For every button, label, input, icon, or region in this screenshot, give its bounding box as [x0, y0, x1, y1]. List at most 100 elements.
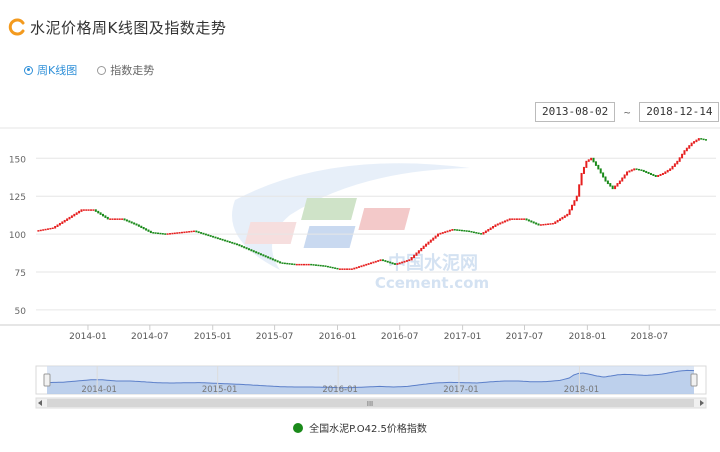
candle	[104, 215, 107, 218]
candle	[90, 209, 93, 211]
candle	[487, 229, 490, 232]
candle	[374, 260, 377, 263]
candle	[537, 223, 540, 226]
navigator-tick-label: 2016-01	[322, 385, 358, 395]
watermark-cn: 中国水泥网	[388, 252, 478, 274]
candle	[477, 232, 480, 235]
candle	[245, 247, 248, 250]
candle	[188, 231, 191, 233]
candle	[288, 263, 291, 265]
candle	[358, 266, 361, 268]
navigator-handle-left[interactable]	[43, 373, 51, 387]
radio-unselected-icon	[97, 65, 107, 75]
scroll-right-arrow-icon[interactable]	[700, 400, 704, 406]
candle	[647, 171, 650, 174]
date-range: 2013-08-02 ~ 2018-12-14	[535, 102, 720, 122]
candle	[525, 218, 528, 221]
candle	[164, 233, 167, 235]
navigator-line	[46, 369, 695, 389]
candle	[444, 231, 447, 234]
candle	[326, 265, 329, 268]
candle	[240, 245, 243, 248]
candle	[125, 219, 128, 222]
candle	[681, 153, 684, 159]
y-tick-label: 50	[15, 307, 27, 317]
candle	[221, 238, 224, 241]
candle	[183, 231, 186, 234]
watermark-tile	[301, 198, 357, 220]
candle	[470, 231, 473, 233]
candle	[566, 213, 569, 217]
candle	[518, 218, 521, 220]
navigator-handle-right[interactable]	[690, 373, 698, 387]
end-date-input[interactable]: 2018-12-14	[639, 102, 720, 122]
candle	[334, 267, 337, 269]
candle	[319, 264, 322, 267]
candle	[520, 218, 523, 220]
candle	[621, 177, 624, 182]
candle	[496, 223, 499, 226]
candle	[281, 262, 284, 264]
candle	[494, 224, 497, 227]
candle	[587, 159, 590, 162]
candle	[154, 232, 157, 234]
candle	[322, 265, 325, 267]
candle	[207, 234, 210, 237]
candle	[597, 164, 600, 170]
candle	[147, 229, 150, 232]
legend-marker	[293, 422, 304, 433]
candle	[295, 263, 298, 266]
candle	[372, 261, 375, 264]
candle	[56, 224, 59, 227]
scrollbar-grip-icon: III	[367, 400, 373, 408]
candle	[705, 139, 707, 141]
candle	[415, 252, 418, 256]
candle	[350, 268, 353, 270]
candle	[549, 223, 552, 225]
candle	[389, 261, 392, 264]
candle	[370, 262, 372, 265]
candle	[571, 204, 573, 211]
candle	[80, 209, 83, 212]
candle	[257, 252, 260, 255]
candle	[173, 232, 176, 235]
tab-index-trend[interactable]: 指数走势	[97, 62, 154, 78]
candle	[317, 264, 320, 267]
candle	[398, 262, 401, 265]
candle	[683, 150, 686, 155]
candle	[87, 209, 90, 211]
candle	[262, 254, 265, 257]
candle	[135, 223, 138, 226]
candle	[152, 232, 155, 234]
tab-index-trend-label: 指数走势	[110, 64, 155, 77]
start-date-input[interactable]: 2013-08-02	[535, 102, 616, 122]
candle	[286, 262, 289, 265]
candle	[149, 230, 152, 234]
candle	[700, 138, 703, 140]
scroll-left-arrow-icon[interactable]	[38, 400, 42, 406]
candle	[303, 263, 305, 266]
candle	[695, 139, 698, 143]
candle	[279, 261, 282, 264]
candle	[618, 180, 621, 185]
candle	[609, 183, 612, 187]
candle	[504, 220, 506, 223]
candle	[448, 229, 451, 232]
candle	[453, 229, 456, 231]
legend[interactable]: 全国水泥P.O42.5价格指数	[0, 420, 720, 435]
candle	[276, 260, 279, 263]
candle	[118, 218, 121, 220]
candle	[106, 216, 109, 220]
candle	[396, 263, 399, 265]
tab-weekly-k[interactable]: 周K线图	[24, 62, 77, 78]
candle	[623, 174, 626, 179]
candle	[269, 257, 272, 260]
candle	[355, 266, 358, 269]
candle	[236, 243, 238, 246]
scrollbar-thumb[interactable]	[47, 399, 694, 407]
candle	[573, 200, 576, 206]
header: 水泥价格周K线图及指数走势	[8, 14, 226, 40]
candle	[293, 263, 296, 266]
candle	[360, 265, 363, 268]
